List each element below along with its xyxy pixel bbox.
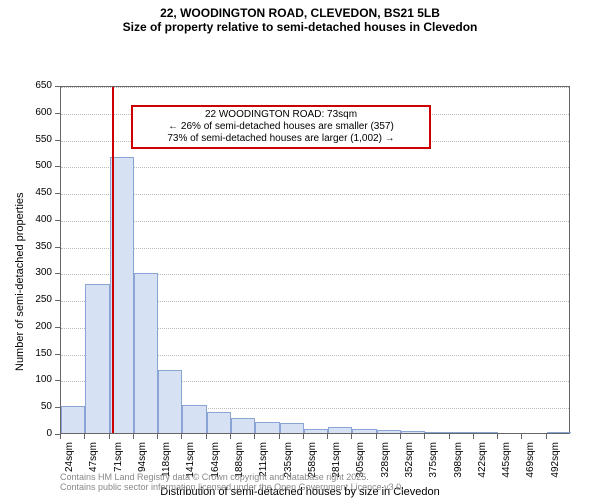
- footnote-line1: Contains HM Land Registry data © Crown c…: [60, 472, 404, 482]
- histogram-bar: [304, 429, 328, 433]
- x-tick-mark: [400, 434, 401, 439]
- x-tick-mark: [109, 434, 110, 439]
- y-tick-mark: [55, 380, 60, 381]
- histogram-bar: [425, 432, 449, 433]
- x-tick-mark: [303, 434, 304, 439]
- x-tick-mark: [546, 434, 547, 439]
- x-tick-label: 375sqm: [428, 442, 439, 482]
- histogram-bar: [401, 431, 425, 433]
- histogram-bar: [280, 423, 304, 433]
- histogram-bar: [547, 432, 571, 433]
- histogram-bar: [158, 370, 182, 433]
- x-tick-label: 422sqm: [477, 442, 488, 482]
- y-tick-mark: [55, 86, 60, 87]
- y-tick-mark: [55, 140, 60, 141]
- y-tick-mark: [55, 220, 60, 221]
- x-tick-mark: [133, 434, 134, 439]
- x-tick-mark: [327, 434, 328, 439]
- y-tick-label: 100: [22, 374, 52, 385]
- histogram-bar: [377, 430, 401, 433]
- histogram-bar: [207, 412, 231, 433]
- x-tick-label: 398sqm: [453, 442, 464, 482]
- grid-line: [61, 167, 569, 168]
- x-tick-label: 469sqm: [525, 442, 536, 482]
- x-tick-mark: [181, 434, 182, 439]
- footnote: Contains HM Land Registry data © Crown c…: [60, 472, 404, 492]
- x-tick-mark: [473, 434, 474, 439]
- y-tick-label: 550: [22, 134, 52, 145]
- y-tick-label: 450: [22, 187, 52, 198]
- histogram-bar: [352, 429, 376, 433]
- x-tick-label: 352sqm: [404, 442, 415, 482]
- x-tick-label: 445sqm: [501, 442, 512, 482]
- y-tick-label: 200: [22, 321, 52, 332]
- y-tick-mark: [55, 407, 60, 408]
- annotation-line: 22 WOODINGTON ROAD: 73sqm: [139, 109, 423, 121]
- x-tick-mark: [279, 434, 280, 439]
- footnote-line2: Contains public sector information licen…: [60, 482, 404, 492]
- y-tick-mark: [55, 193, 60, 194]
- y-tick-mark: [55, 354, 60, 355]
- chart-title-line2: Size of property relative to semi-detach…: [0, 20, 600, 34]
- x-tick-mark: [254, 434, 255, 439]
- grid-line: [61, 87, 569, 88]
- annotation-box: 22 WOODINGTON ROAD: 73sqm← 26% of semi-d…: [131, 105, 431, 149]
- x-tick-mark: [60, 434, 61, 439]
- x-tick-mark: [497, 434, 498, 439]
- y-tick-label: 50: [22, 401, 52, 412]
- y-tick-mark: [55, 166, 60, 167]
- histogram-bar: [255, 422, 279, 433]
- x-tick-mark: [376, 434, 377, 439]
- y-tick-mark: [55, 300, 60, 301]
- y-tick-label: 0: [22, 428, 52, 439]
- y-tick-mark: [55, 327, 60, 328]
- x-tick-mark: [424, 434, 425, 439]
- histogram-bar: [450, 432, 474, 433]
- annotation-line: ← 26% of semi-detached houses are smalle…: [139, 121, 423, 133]
- chart-title-line1: 22, WOODINGTON ROAD, CLEVEDON, BS21 5LB: [0, 6, 600, 20]
- x-tick-mark: [449, 434, 450, 439]
- grid-line: [61, 194, 569, 195]
- histogram-bar: [85, 284, 109, 433]
- y-tick-label: 500: [22, 160, 52, 171]
- grid-line: [61, 248, 569, 249]
- y-tick-label: 150: [22, 348, 52, 359]
- histogram-bar: [182, 405, 206, 433]
- x-tick-label: 492sqm: [550, 442, 561, 482]
- y-tick-label: 300: [22, 267, 52, 278]
- chart-title-block: 22, WOODINGTON ROAD, CLEVEDON, BS21 5LB …: [0, 0, 600, 34]
- highlight-line: [112, 87, 114, 433]
- x-tick-mark: [521, 434, 522, 439]
- y-tick-mark: [55, 247, 60, 248]
- plot-area: 22 WOODINGTON ROAD: 73sqm← 26% of semi-d…: [60, 86, 570, 434]
- y-tick-label: 600: [22, 107, 52, 118]
- y-tick-label: 350: [22, 241, 52, 252]
- y-tick-label: 400: [22, 214, 52, 225]
- histogram-bar: [134, 273, 158, 433]
- histogram-bar: [61, 406, 85, 433]
- y-tick-mark: [55, 273, 60, 274]
- annotation-line: 73% of semi-detached houses are larger (…: [139, 133, 423, 145]
- y-tick-label: 250: [22, 294, 52, 305]
- x-tick-mark: [157, 434, 158, 439]
- x-tick-mark: [230, 434, 231, 439]
- y-tick-label: 650: [22, 80, 52, 91]
- histogram-bar: [231, 418, 255, 433]
- y-tick-mark: [55, 113, 60, 114]
- grid-line: [61, 221, 569, 222]
- histogram-bar: [474, 432, 498, 433]
- x-tick-mark: [84, 434, 85, 439]
- histogram-bar: [328, 427, 352, 433]
- x-tick-mark: [351, 434, 352, 439]
- x-tick-mark: [206, 434, 207, 439]
